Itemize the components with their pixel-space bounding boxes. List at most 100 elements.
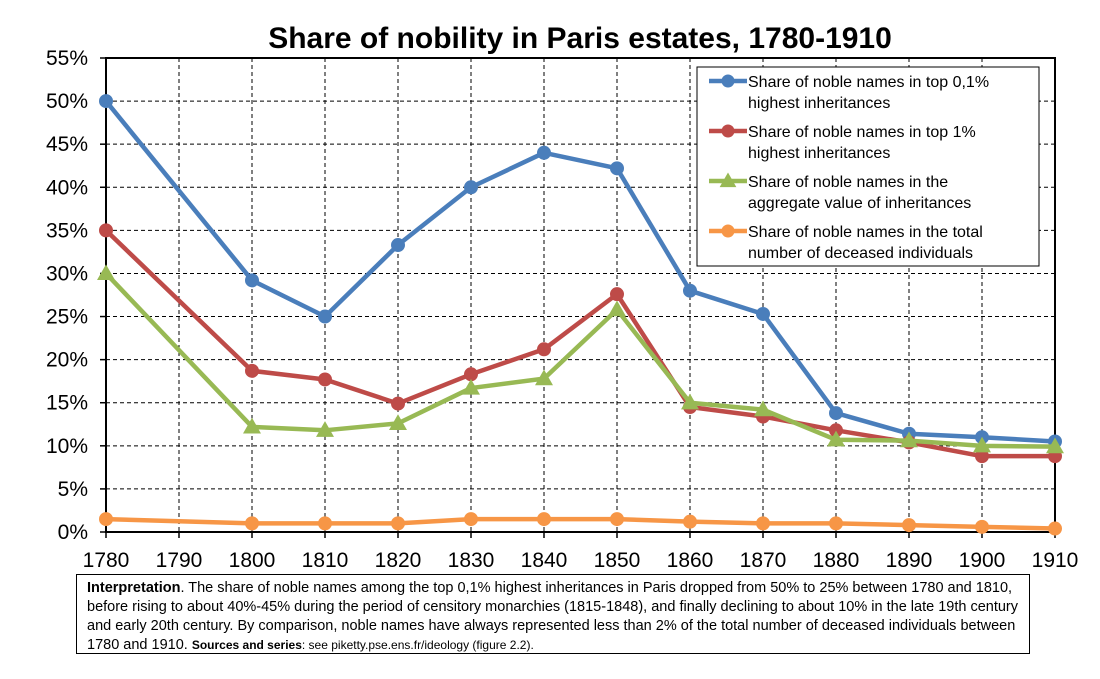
data-point: [99, 512, 113, 527]
data-point: [245, 363, 259, 378]
data-point: [391, 238, 405, 253]
y-tick-label: 40%: [46, 176, 88, 199]
data-point: [245, 516, 259, 531]
x-tick-label: 1870: [740, 549, 787, 572]
plot-frame: [105, 57, 1056, 533]
data-point: [973, 436, 991, 453]
axes: 0% 5% 10% 15% 20% 25% 30% 35% 40% 45% 50% 55% 1780 17…: [46, 47, 1078, 572]
data-point: [537, 512, 551, 527]
data-point: [1046, 437, 1064, 454]
x-tick-label: 1780: [83, 549, 130, 572]
y-tick-label: 15%: [46, 392, 88, 415]
series-3: [97, 264, 1064, 454]
legend-marker: [721, 124, 735, 138]
data-point: [610, 287, 624, 302]
y-tick-label: 50%: [46, 90, 88, 113]
data-point: [537, 145, 551, 160]
data-point: [316, 421, 334, 437]
y-tick-label: 30%: [46, 262, 88, 285]
data-point: [535, 369, 553, 386]
data-point: [827, 430, 845, 447]
chart-title: Share of nobility in Paris estates, 1780…: [268, 22, 892, 55]
y-tick-label: 10%: [46, 435, 88, 458]
x-tick-label: 1830: [448, 549, 495, 572]
x-tick-label: 1840: [521, 549, 568, 572]
x-tick-label: 1910: [1032, 549, 1079, 572]
legend-label: number of deceased individuals: [748, 245, 973, 262]
data-point: [245, 273, 259, 288]
data-point: [318, 372, 332, 387]
y-tick-label: 25%: [46, 306, 88, 329]
data-point: [900, 431, 918, 448]
data-point: [1048, 521, 1062, 536]
data-point: [464, 512, 478, 527]
y-tick-label: 0%: [58, 521, 88, 544]
data-point: [610, 161, 624, 176]
legend-label: Share of noble names in the total: [748, 224, 983, 241]
x-tick-label: 1810: [302, 549, 349, 572]
x-tick-label: 1890: [886, 549, 933, 572]
x-tick-label: 1800: [229, 549, 276, 572]
legend-entry-2: Share of noble names in top 1% highest in…: [709, 124, 976, 162]
y-tick-label: 20%: [46, 349, 88, 372]
data-point: [902, 518, 916, 533]
data-point: [389, 414, 407, 431]
data-point: [608, 300, 626, 317]
x-tick-label: 1850: [594, 549, 641, 572]
data-point: [97, 264, 115, 281]
data-point: [99, 223, 113, 238]
series-4: [99, 512, 1062, 536]
legend-label: highest inheritances: [748, 145, 890, 162]
note-label: Interpretation: [87, 580, 181, 596]
data-point: [464, 367, 478, 382]
data-point: [391, 396, 405, 411]
data-point: [683, 283, 697, 298]
legend-label: Share of noble names in the: [748, 174, 948, 191]
legend-label: highest inheritances: [748, 95, 890, 112]
data-point: [829, 406, 843, 421]
legend-marker: [721, 224, 735, 238]
legend-marker: [719, 172, 737, 188]
y-tick-label: 35%: [46, 219, 88, 242]
y-tick-label: 45%: [46, 133, 88, 156]
data-point: [318, 516, 332, 531]
note-text: . The share of noble names among the top…: [87, 580, 1018, 653]
data-point: [391, 516, 405, 531]
data-point: [462, 378, 480, 395]
data-point: [756, 306, 770, 321]
legend-entry-3: Share of noble names in the aggregate val…: [709, 172, 971, 212]
legend-label: Share of noble names in top 0,1%: [748, 74, 989, 91]
legend: Share of noble names in top 0,1% highest …: [696, 66, 1040, 267]
data-point: [756, 516, 770, 531]
data-point: [464, 180, 478, 195]
x-tick-label: 1820: [375, 549, 422, 572]
legend-entry-4: Share of noble names in the total number …: [709, 224, 983, 262]
legend-label: aggregate value of inheritances: [748, 195, 971, 212]
data-point: [99, 94, 113, 109]
data-point: [610, 512, 624, 527]
data-point: [975, 519, 989, 534]
series-group: [97, 94, 1064, 536]
x-tick-label: 1790: [156, 549, 203, 572]
data-point: [537, 342, 551, 357]
sources-text: : see piketty.pse.ens.fr/ideology (figur…: [301, 638, 534, 652]
data-point: [318, 309, 332, 324]
x-tick-label: 1880: [813, 549, 860, 572]
legend-marker: [721, 74, 735, 88]
legend-entry-1: Share of noble names in top 0,1% highest …: [709, 74, 989, 112]
sources-note: Sources and series: see piketty.pse.ens.…: [192, 638, 534, 652]
interpretation-note: Interpretation. The share of noble names…: [76, 574, 1030, 654]
sources-label: Sources and series: [191, 638, 302, 652]
data-point: [681, 393, 699, 410]
data-point: [243, 417, 261, 434]
data-point: [683, 514, 697, 529]
data-point: [829, 516, 843, 531]
legend-label: Share of noble names in top 1%: [748, 124, 976, 141]
data-point: [754, 400, 772, 417]
x-tick-label: 1860: [667, 549, 714, 572]
y-tick-label: 5%: [58, 478, 88, 501]
legend-box: [696, 66, 1040, 267]
y-tick-label: 55%: [46, 47, 88, 70]
x-tick-label: 1900: [959, 549, 1006, 572]
